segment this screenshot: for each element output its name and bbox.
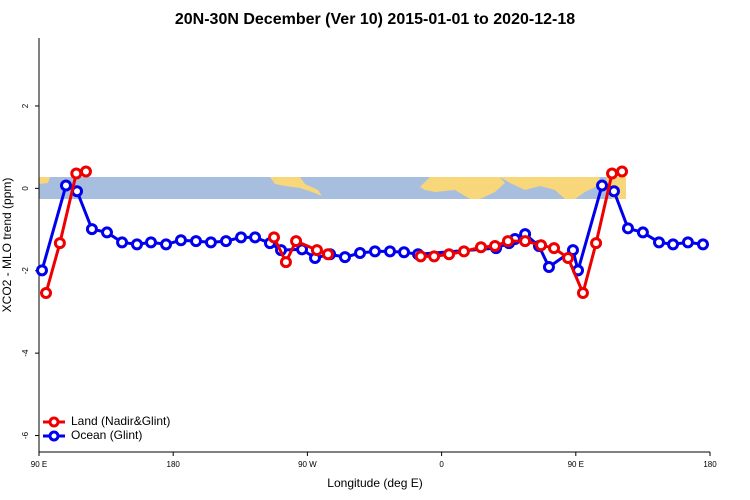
point [144, 236, 157, 249]
land [39, 177, 626, 199]
y-tick-label: 0 [21, 186, 30, 191]
point [548, 242, 561, 255]
point [414, 250, 427, 263]
point [616, 165, 629, 178]
point [53, 237, 66, 250]
point [100, 226, 113, 239]
point [235, 231, 248, 244]
x-tick-label: 0 [439, 460, 444, 469]
point [35, 264, 48, 277]
legend-label: Land (Nadir&Glint) [71, 414, 170, 428]
point [338, 251, 351, 264]
y-tick-label: -2 [21, 267, 30, 275]
point [174, 234, 187, 247]
point [79, 165, 92, 178]
x-axis-label: Longitude (deg E) [327, 476, 422, 490]
point [279, 256, 292, 269]
point [576, 286, 589, 299]
point [607, 185, 620, 198]
y-tick-label: -4 [21, 349, 30, 357]
point [70, 167, 83, 180]
point [160, 238, 173, 251]
point [130, 238, 143, 251]
point [59, 179, 72, 192]
point [653, 236, 666, 249]
point [562, 251, 575, 264]
point [667, 238, 680, 251]
point [190, 235, 203, 248]
point [368, 245, 381, 258]
point [85, 223, 98, 236]
x-tick-label: 180 [167, 460, 181, 469]
point [606, 167, 619, 180]
point [519, 235, 532, 248]
point [542, 261, 555, 274]
point [40, 286, 53, 299]
chart-title: 20N-30N December (Ver 10) 2015-01-01 to … [175, 11, 575, 28]
point [501, 235, 514, 248]
point [621, 222, 634, 235]
point [321, 248, 334, 261]
point [488, 240, 501, 253]
legend-label: Ocean (Glint) [71, 428, 142, 442]
point [696, 238, 709, 251]
point [310, 244, 323, 257]
y-tick-label: 2 [21, 103, 30, 108]
x-tick-label: 180 [703, 460, 717, 469]
x-tick-label: 90 E [31, 460, 47, 469]
point [596, 179, 609, 192]
point [590, 237, 603, 250]
y-tick-label: -6 [21, 431, 30, 439]
y-axis-label: XCO2 - MLO trend (ppm) [0, 178, 14, 313]
point [443, 248, 456, 261]
point [384, 245, 397, 258]
point [535, 239, 548, 252]
point [681, 236, 694, 249]
x-tick-label: 90 E [568, 460, 584, 469]
legend-marker [48, 430, 60, 442]
point [428, 250, 441, 263]
point [457, 245, 470, 258]
legend-marker [48, 416, 60, 428]
point [249, 231, 262, 244]
point [636, 226, 649, 239]
map-strip [39, 177, 626, 199]
point [290, 235, 303, 248]
point [267, 231, 280, 244]
point [219, 235, 232, 248]
point [204, 236, 217, 249]
point [116, 236, 129, 249]
point [354, 247, 367, 260]
point [398, 246, 411, 259]
point [474, 241, 487, 254]
x-tick-label: 90 W [298, 460, 317, 469]
